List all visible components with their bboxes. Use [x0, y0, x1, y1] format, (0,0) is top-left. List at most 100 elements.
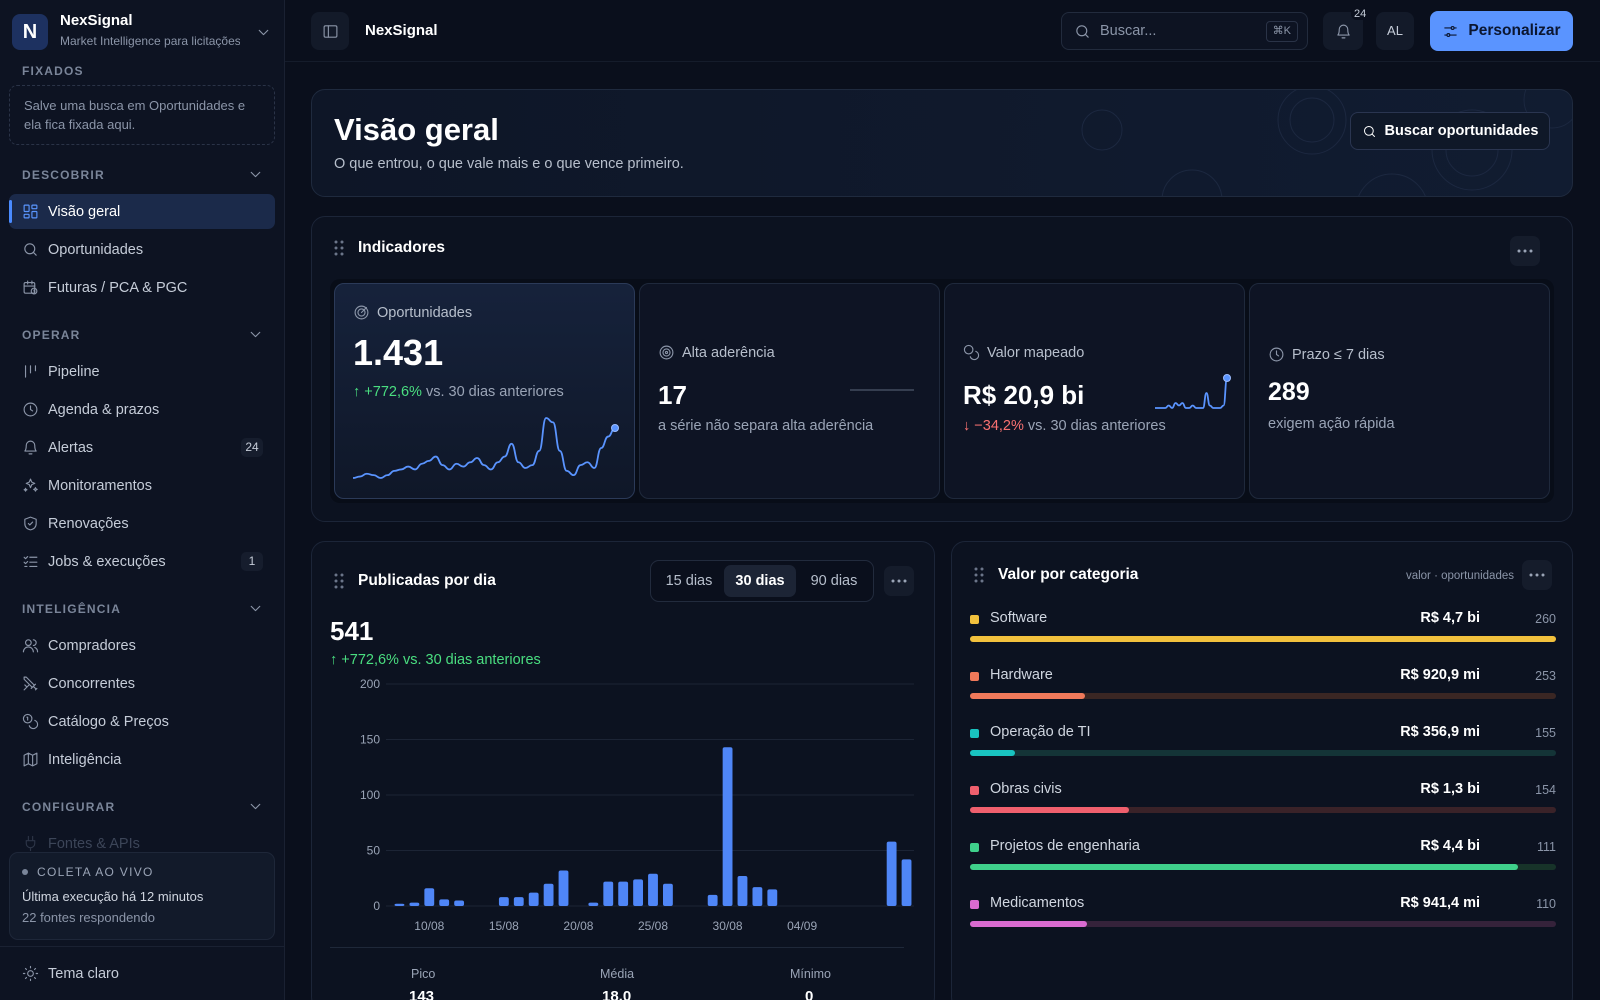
sidebar-item-pipeline[interactable]: Pipeline: [9, 354, 275, 389]
bar[interactable]: [424, 888, 435, 906]
sidebar-item-catalogo[interactable]: Catálogo & Preços: [9, 704, 275, 739]
category-row[interactable]: Obras civis R$ 1,3 bi 154: [970, 781, 1556, 825]
kpi-card-alta-aderencia[interactable]: Alta aderência 17 a série não separa alt…: [639, 283, 940, 499]
category-more-button[interactable]: [1522, 560, 1552, 590]
sidebar-item-futuras[interactable]: Futuras / PCA & PGC: [9, 270, 275, 305]
page-title: NexSignal: [365, 22, 438, 39]
bar[interactable]: [528, 892, 539, 906]
category-count: 110: [1536, 897, 1556, 911]
x-tick-label: 25/08: [638, 919, 668, 933]
stat-value-media: 18,0: [602, 988, 632, 1000]
category-color-dot: [970, 786, 979, 795]
category-row[interactable]: Software R$ 4,7 bi 260: [970, 610, 1556, 654]
range-15-dias[interactable]: 15 dias: [665, 573, 713, 589]
category-value: R$ 4,4 bi: [1420, 838, 1480, 854]
chevron-down-icon[interactable]: [247, 326, 264, 343]
category-value: R$ 941,4 mi: [1400, 895, 1480, 911]
user-avatar[interactable]: AL: [1376, 12, 1414, 50]
indicators-title: Indicadores: [358, 239, 445, 256]
bar[interactable]: [767, 889, 778, 906]
customize-button[interactable]: Personalizar: [1430, 11, 1573, 51]
search-input[interactable]: [1100, 23, 1260, 39]
bar[interactable]: [498, 897, 509, 906]
bar[interactable]: [439, 899, 450, 906]
indicators-card: Indicadores Oportunidades 1.431 ↑ +772,6…: [311, 216, 1573, 522]
sparkles-icon: [23, 478, 38, 492]
bar[interactable]: [513, 897, 524, 906]
bar[interactable]: [558, 870, 569, 906]
bar[interactable]: [707, 894, 718, 906]
bar[interactable]: [886, 841, 897, 906]
category-value: R$ 4,7 bi: [1420, 610, 1480, 626]
arrow-up-icon: ↑: [330, 652, 342, 668]
sidebar-item-inteligencia[interactable]: Inteligência: [9, 742, 275, 777]
range-30-dias[interactable]: 30 dias: [724, 565, 796, 597]
sidebar-item-alertas[interactable]: Alertas 24: [9, 430, 275, 465]
chevron-down-icon[interactable]: [247, 600, 264, 617]
kpi-card-prazo[interactable]: Prazo ≤ 7 dias 289 exigem ação rápida: [1249, 283, 1550, 499]
sidebar-item-label: Monitoramentos: [48, 477, 152, 494]
bar[interactable]: [394, 903, 405, 906]
kpi-card-oportunidades[interactable]: Oportunidades 1.431 ↑ +772,6% vs. 30 dia…: [334, 283, 635, 499]
theme-toggle[interactable]: Tema claro: [0, 946, 285, 1000]
notifications-button[interactable]: 24: [1323, 8, 1370, 50]
search-icon: [1076, 24, 1089, 38]
theme-toggle-label: Tema claro: [48, 965, 119, 982]
workspace-switcher[interactable]: N NexSignal Market Intelligence para lic…: [12, 12, 274, 52]
chevron-down-icon[interactable]: [247, 798, 264, 815]
category-row[interactable]: Hardware R$ 920,9 mi 253: [970, 667, 1556, 711]
bar[interactable]: [543, 883, 554, 906]
category-row[interactable]: Medicamentos R$ 941,4 mi 110: [970, 895, 1556, 939]
bar[interactable]: [662, 883, 673, 906]
bar[interactable]: [409, 902, 420, 906]
drag-handle-icon[interactable]: [974, 567, 984, 583]
sidebar-item-compradores[interactable]: Compradores: [9, 628, 275, 663]
sidebar-item-oportunidades[interactable]: Oportunidades: [9, 232, 275, 267]
y-tick-label: 0: [373, 899, 380, 913]
sidebar-item-fontes[interactable]: Fontes & APIs: [9, 826, 275, 861]
bar[interactable]: [648, 873, 658, 906]
sidebar-item-concorrentes[interactable]: Concorrentes: [9, 666, 275, 701]
sparkline-last-point: [611, 424, 619, 432]
bar[interactable]: [618, 881, 629, 906]
sidebar-item-visao-geral[interactable]: Visão geral: [9, 194, 275, 229]
sidebar-item-monitoramentos[interactable]: Monitoramentos: [9, 468, 275, 503]
clock-icon: [1269, 347, 1284, 362]
sidebar-item-jobs[interactable]: Jobs & execuções 1: [9, 544, 275, 579]
category-bar-fill: [970, 636, 1556, 642]
sidebar-toggle-button[interactable]: [311, 12, 349, 50]
bar[interactable]: [454, 900, 465, 906]
search-opportunities-button[interactable]: Buscar oportunidades: [1350, 112, 1550, 150]
indicators-more-button[interactable]: [1510, 236, 1540, 266]
panel-left-icon: [323, 24, 337, 38]
range-90-dias[interactable]: 90 dias: [810, 573, 858, 589]
drag-handle-icon[interactable]: [334, 240, 344, 256]
kpi-delta-row: ↓ −34,2% vs. 30 dias anteriores: [963, 418, 1166, 434]
drag-handle-icon[interactable]: [334, 573, 344, 589]
bar[interactable]: [752, 887, 763, 906]
category-row[interactable]: Projetos de engenharia R$ 4,4 bi 111: [970, 838, 1556, 882]
category-name: Software: [990, 610, 1048, 626]
bar[interactable]: [722, 747, 733, 906]
category-bar-track: [970, 750, 1556, 756]
chevron-down-icon[interactable]: [247, 166, 264, 183]
pinned-section-label: FIXADOS: [22, 64, 84, 78]
daily-header: Publicadas por dia: [334, 572, 496, 590]
search-box[interactable]: ⌘K: [1061, 12, 1308, 50]
sidebar-item-renovacoes[interactable]: Renovações: [9, 506, 275, 541]
sidebar-item-agenda[interactable]: Agenda & prazos: [9, 392, 275, 427]
category-value: R$ 920,9 mi: [1400, 667, 1480, 683]
category-row[interactable]: Operação de TI R$ 356,9 mi 155: [970, 724, 1556, 768]
notifications-count: 24: [1351, 8, 1370, 20]
daily-more-button[interactable]: [884, 566, 914, 596]
bar[interactable]: [603, 881, 614, 906]
bar[interactable]: [633, 879, 644, 906]
more-horizontal-icon: [891, 579, 907, 583]
bar[interactable]: [588, 902, 599, 906]
bar[interactable]: [737, 876, 748, 906]
kpi-card-valor-mapeado[interactable]: Valor mapeado R$ 20,9 bi ↓ −34,2% vs. 30…: [944, 283, 1245, 499]
bar[interactable]: [901, 859, 912, 906]
category-bar-fill: [970, 864, 1519, 870]
category-color-dot: [970, 672, 979, 681]
daily-published-card: Publicadas por dia 15 dias 30 dias 90 di…: [311, 541, 935, 1000]
